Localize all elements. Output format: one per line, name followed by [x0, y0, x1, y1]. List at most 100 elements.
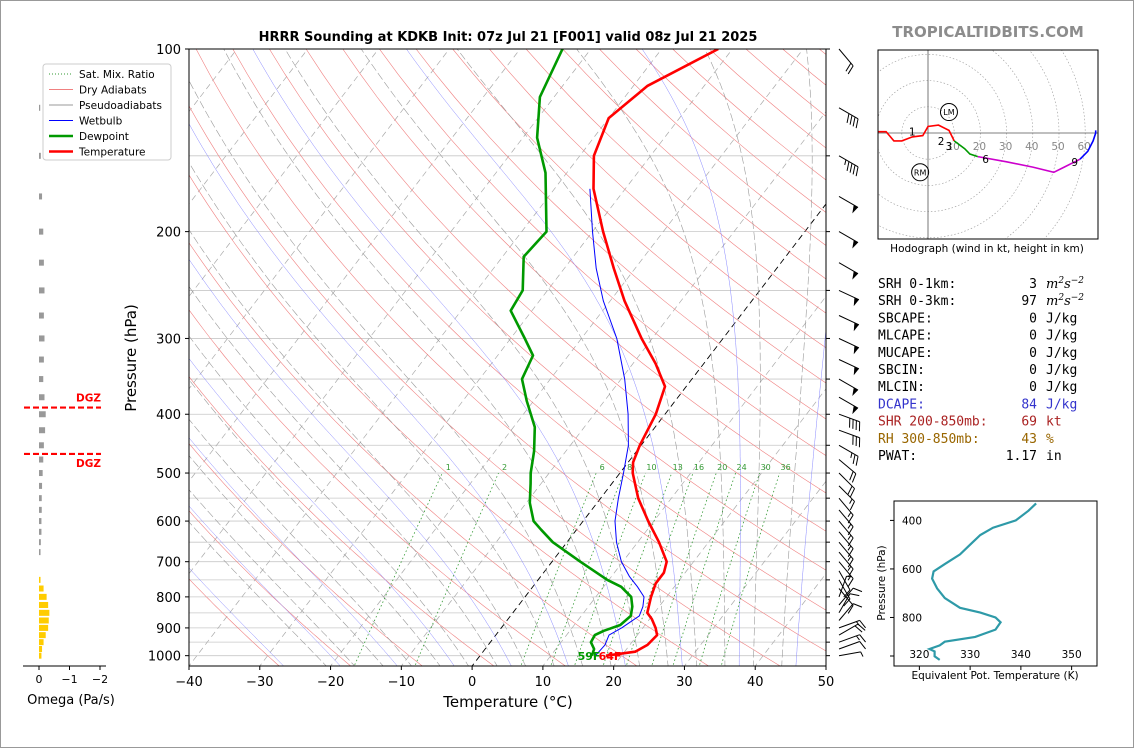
barb-staff: [838, 576, 847, 598]
hodograph-ring-label: 30: [999, 141, 1012, 153]
barb-staff: [838, 444, 859, 457]
skewt-curves: [509, 49, 719, 657]
barb-flag: [847, 605, 854, 614]
wind-barb: [838, 472, 856, 498]
isotherm-line: [189, 49, 379, 297]
wind-barb: [838, 575, 852, 598]
dry-adiabat-line: [489, 49, 826, 349]
barb-flag: [847, 548, 854, 557]
barb-flag: [849, 115, 853, 125]
hodograph-height-label: 1: [909, 127, 916, 139]
stat-unit: m2s−2: [1046, 276, 1084, 292]
y-tick-label: 700: [156, 556, 181, 571]
omega-panel: 0 −1 −2 DGZ DGZ: [23, 104, 108, 686]
pseudoadiabat-line: [781, 49, 813, 666]
barb-flag: [846, 113, 850, 123]
dry-adiabat-line: [269, 49, 826, 571]
barb-flag: [847, 578, 854, 587]
hodograph-ring-label: 10: [947, 141, 960, 153]
pseudoadiabat-line: [284, 49, 640, 666]
stat-row: MUCAPE: 0 J/kg: [878, 346, 1077, 361]
barb-flag: [847, 558, 854, 568]
omega-bar: [39, 518, 42, 525]
barb-staff: [838, 459, 857, 475]
wind-barb: [838, 231, 859, 249]
barb-flag: [849, 593, 860, 597]
wind-barb: [838, 593, 860, 614]
isotherm-line: [684, 480, 826, 666]
x-tick-label: −20: [317, 675, 344, 690]
pseudoadiabat-line: [189, 286, 498, 666]
pseudoadiabat-line: [456, 49, 697, 666]
wind-barb: [838, 541, 854, 568]
wind-barb: [838, 588, 854, 614]
barb-flag: [855, 166, 859, 177]
omega-tick-label: −2: [92, 673, 108, 686]
hodograph-label: Hodograph (wind in kt, height in km): [890, 243, 1084, 255]
x-tick-label: 0: [468, 675, 476, 690]
barb-flag: [847, 568, 854, 578]
wind-barb: [838, 587, 863, 606]
omega-bar: [39, 639, 44, 646]
omega-bar: [39, 376, 44, 383]
barb-flag: [857, 623, 866, 631]
barb-half: [860, 651, 864, 657]
x-tick-label: 10: [535, 675, 552, 690]
omega-bar: [39, 506, 42, 513]
barb-flag: [854, 625, 863, 633]
barb-staff: [838, 396, 859, 409]
barb-staff: [838, 634, 860, 643]
barb-staff: [838, 541, 854, 560]
barb-staff: [838, 262, 859, 275]
omega-bar: [39, 624, 49, 631]
omega-bar: [39, 576, 41, 583]
barb-flag: [852, 435, 854, 445]
dgz-label: DGZ: [76, 458, 101, 470]
hodograph-segment-2: [977, 155, 1081, 174]
theta-e-xlabel: Equivalent Pot. Temperature (K): [911, 670, 1078, 682]
barb-pennant: [853, 366, 859, 376]
dry-adiabat-line: [189, 443, 423, 666]
hodograph-height-label: 2: [938, 136, 945, 148]
pseudoadiabat-line: [189, 379, 441, 666]
omega-bar: [39, 193, 43, 200]
barb-flag: [847, 514, 854, 524]
omega-bar: [39, 259, 44, 266]
barb-staff: [838, 48, 854, 67]
barb-pennant: [852, 204, 859, 214]
theta-e-xtick-label: 340: [1011, 649, 1031, 661]
omega-bar: [39, 539, 41, 546]
barb-half: [844, 159, 847, 165]
barb-staff: [838, 561, 854, 579]
legend: Sat. Mix. Ratio Dry Adiabats Pseudoadiabat…: [42, 63, 172, 161]
omega-bar: [39, 632, 46, 639]
dry-adiabat-line: [525, 49, 826, 314]
y-tick-label: 300: [156, 332, 181, 347]
dgz-label: DGZ: [76, 393, 101, 405]
barb-flag: [852, 419, 854, 429]
freezing-isotherm: [471, 203, 826, 666]
x-tick-label: 50: [818, 675, 835, 690]
omega-bar: [39, 456, 44, 463]
barb-flag: [846, 161, 850, 171]
dewpoint-line: [509, 49, 634, 657]
barb-staff: [838, 619, 860, 629]
wind-barb: [838, 429, 861, 448]
theta-e-ytick-label: 600: [902, 564, 922, 576]
stat-unit: J/kg: [1046, 380, 1077, 395]
barb-staff: [838, 485, 855, 502]
stat-value: 1.17: [1006, 449, 1037, 464]
dry-adiabat-line: [189, 578, 280, 666]
wind-barb: [838, 444, 859, 466]
dry-adiabat-line: [189, 510, 352, 666]
stat-unit: J/kg: [1046, 329, 1077, 344]
omega-bar: [39, 585, 44, 592]
barb-flag: [849, 488, 856, 498]
legend-label-4: Dewpoint: [79, 131, 129, 143]
hodograph-frame: [877, 49, 1099, 240]
legend-label-1: Dry Adiabats: [79, 85, 147, 97]
barb-staff: [838, 155, 859, 168]
stat-row: SRH 0-3km: 97 m2s−2: [878, 293, 1084, 309]
wind-barb: [838, 338, 860, 355]
isotherm-line: [613, 388, 826, 666]
